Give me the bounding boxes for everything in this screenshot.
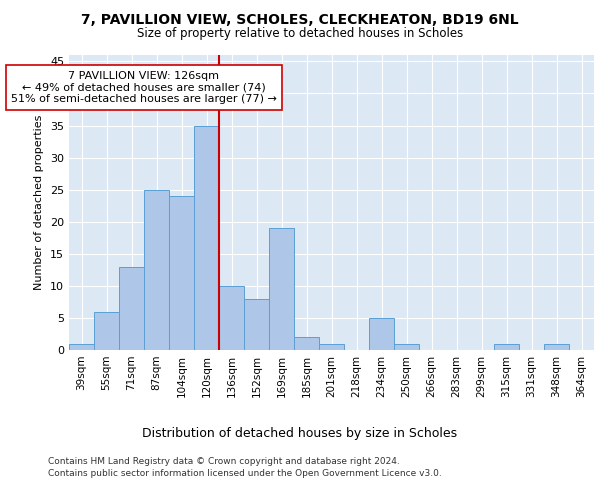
Text: Contains public sector information licensed under the Open Government Licence v3: Contains public sector information licen… bbox=[48, 469, 442, 478]
Bar bbox=[119, 266, 144, 350]
Bar bbox=[269, 228, 294, 350]
Bar bbox=[494, 344, 519, 350]
Text: Contains HM Land Registry data © Crown copyright and database right 2024.: Contains HM Land Registry data © Crown c… bbox=[48, 458, 400, 466]
Text: 7, PAVILLION VIEW, SCHOLES, CLECKHEATON, BD19 6NL: 7, PAVILLION VIEW, SCHOLES, CLECKHEATON,… bbox=[81, 12, 519, 26]
Bar bbox=[219, 286, 244, 350]
Text: Size of property relative to detached houses in Scholes: Size of property relative to detached ho… bbox=[137, 28, 463, 40]
Bar bbox=[319, 344, 344, 350]
Bar bbox=[69, 344, 94, 350]
Bar bbox=[369, 318, 394, 350]
Bar bbox=[144, 190, 169, 350]
Text: 7 PAVILLION VIEW: 126sqm
← 49% of detached houses are smaller (74)
51% of semi-d: 7 PAVILLION VIEW: 126sqm ← 49% of detach… bbox=[11, 71, 277, 104]
Bar bbox=[169, 196, 194, 350]
Bar bbox=[244, 298, 269, 350]
Bar bbox=[394, 344, 419, 350]
Bar bbox=[94, 312, 119, 350]
Y-axis label: Number of detached properties: Number of detached properties bbox=[34, 115, 44, 290]
Bar bbox=[194, 126, 219, 350]
Bar bbox=[544, 344, 569, 350]
Text: Distribution of detached houses by size in Scholes: Distribution of detached houses by size … bbox=[142, 428, 458, 440]
Bar bbox=[294, 337, 319, 350]
